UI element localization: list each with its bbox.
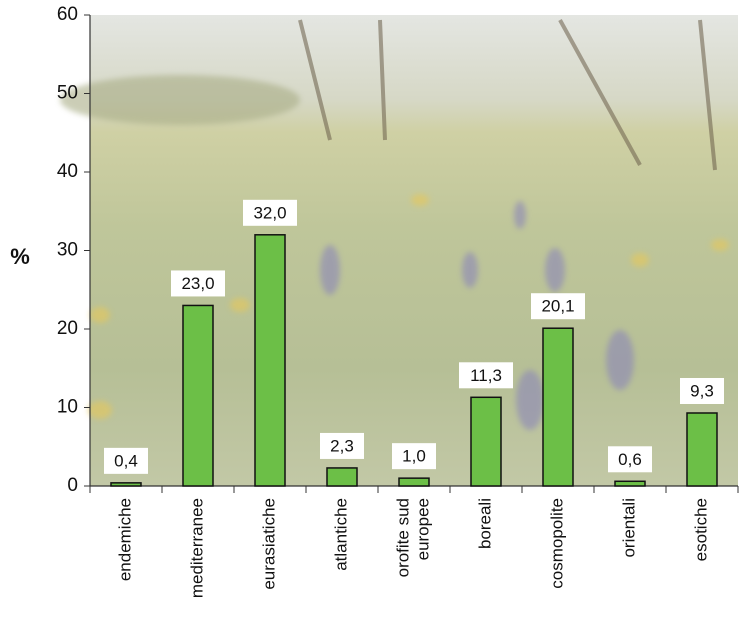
x-tick-label: boreali — [475, 498, 494, 549]
value-label: 20,1 — [541, 297, 574, 316]
y-tick-label: 60 — [57, 4, 78, 25]
bar — [614, 480, 646, 487]
y-tick-label: 20 — [57, 318, 78, 339]
x-tick-label: esotiche — [691, 498, 710, 561]
value-label: 9,3 — [690, 381, 714, 400]
value-label: 0,6 — [618, 450, 642, 469]
value-label-box — [392, 443, 436, 470]
y-tick-label: 40 — [57, 161, 78, 182]
value-label-box — [680, 377, 724, 404]
value-label-box — [608, 446, 652, 473]
x-tick-label: endemiche — [115, 498, 134, 581]
bar — [182, 304, 214, 487]
value-label-box — [531, 293, 585, 320]
y-tick-label: 50 — [57, 83, 78, 104]
bar — [470, 396, 502, 487]
value-label: 0,4 — [114, 451, 138, 470]
bar — [110, 482, 142, 487]
background-photo — [60, 15, 738, 486]
x-tick-label: eurasiatiche — [259, 498, 278, 590]
x-tick-label: cosmopolite — [547, 498, 566, 589]
x-tick-label: orofite sud — [393, 498, 412, 577]
y-tick-label: 10 — [57, 397, 78, 418]
x-tick-label: europee — [413, 498, 432, 560]
bar — [254, 234, 286, 487]
value-label: 23,0 — [181, 274, 214, 293]
x-tick-label: atlantiche — [331, 498, 350, 571]
value-label-box — [320, 432, 364, 459]
value-label: 32,0 — [253, 203, 286, 222]
value-label-box — [104, 447, 148, 474]
value-label: 1,0 — [402, 447, 426, 466]
bar — [398, 477, 430, 487]
value-label-box — [171, 270, 225, 297]
bar — [326, 467, 358, 487]
bar — [542, 327, 574, 487]
y-tick-label: 0 — [67, 475, 78, 496]
bar — [686, 412, 718, 487]
value-label: 2,3 — [330, 436, 354, 455]
y-axis-label: % — [10, 244, 30, 269]
y-tick-label: 30 — [57, 240, 78, 261]
value-label-box — [459, 362, 513, 389]
x-tick-label: mediterranee — [187, 498, 206, 598]
x-tick-label: orientali — [619, 498, 638, 558]
value-label: 11,3 — [470, 366, 502, 385]
value-label-box — [243, 199, 297, 226]
